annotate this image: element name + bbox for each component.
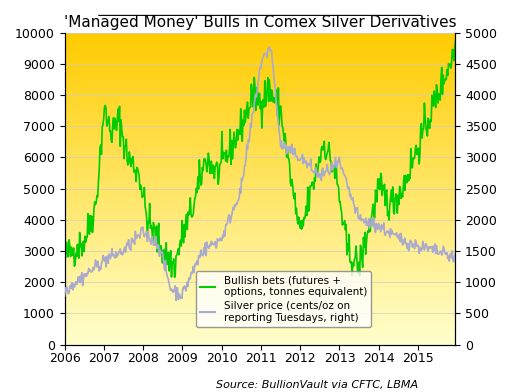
- Text: Source: BullionVault via CFTC, LBMA: Source: BullionVault via CFTC, LBMA: [217, 380, 418, 390]
- Title: 'Managed Money' Bulls in Comex Silver Derivatives: 'Managed Money' Bulls in Comex Silver De…: [63, 15, 456, 30]
- Legend: Bullish bets (futures +
options, tonnes equivalent), Silver price (cents/oz on
r: Bullish bets (futures + options, tonnes …: [196, 271, 371, 327]
